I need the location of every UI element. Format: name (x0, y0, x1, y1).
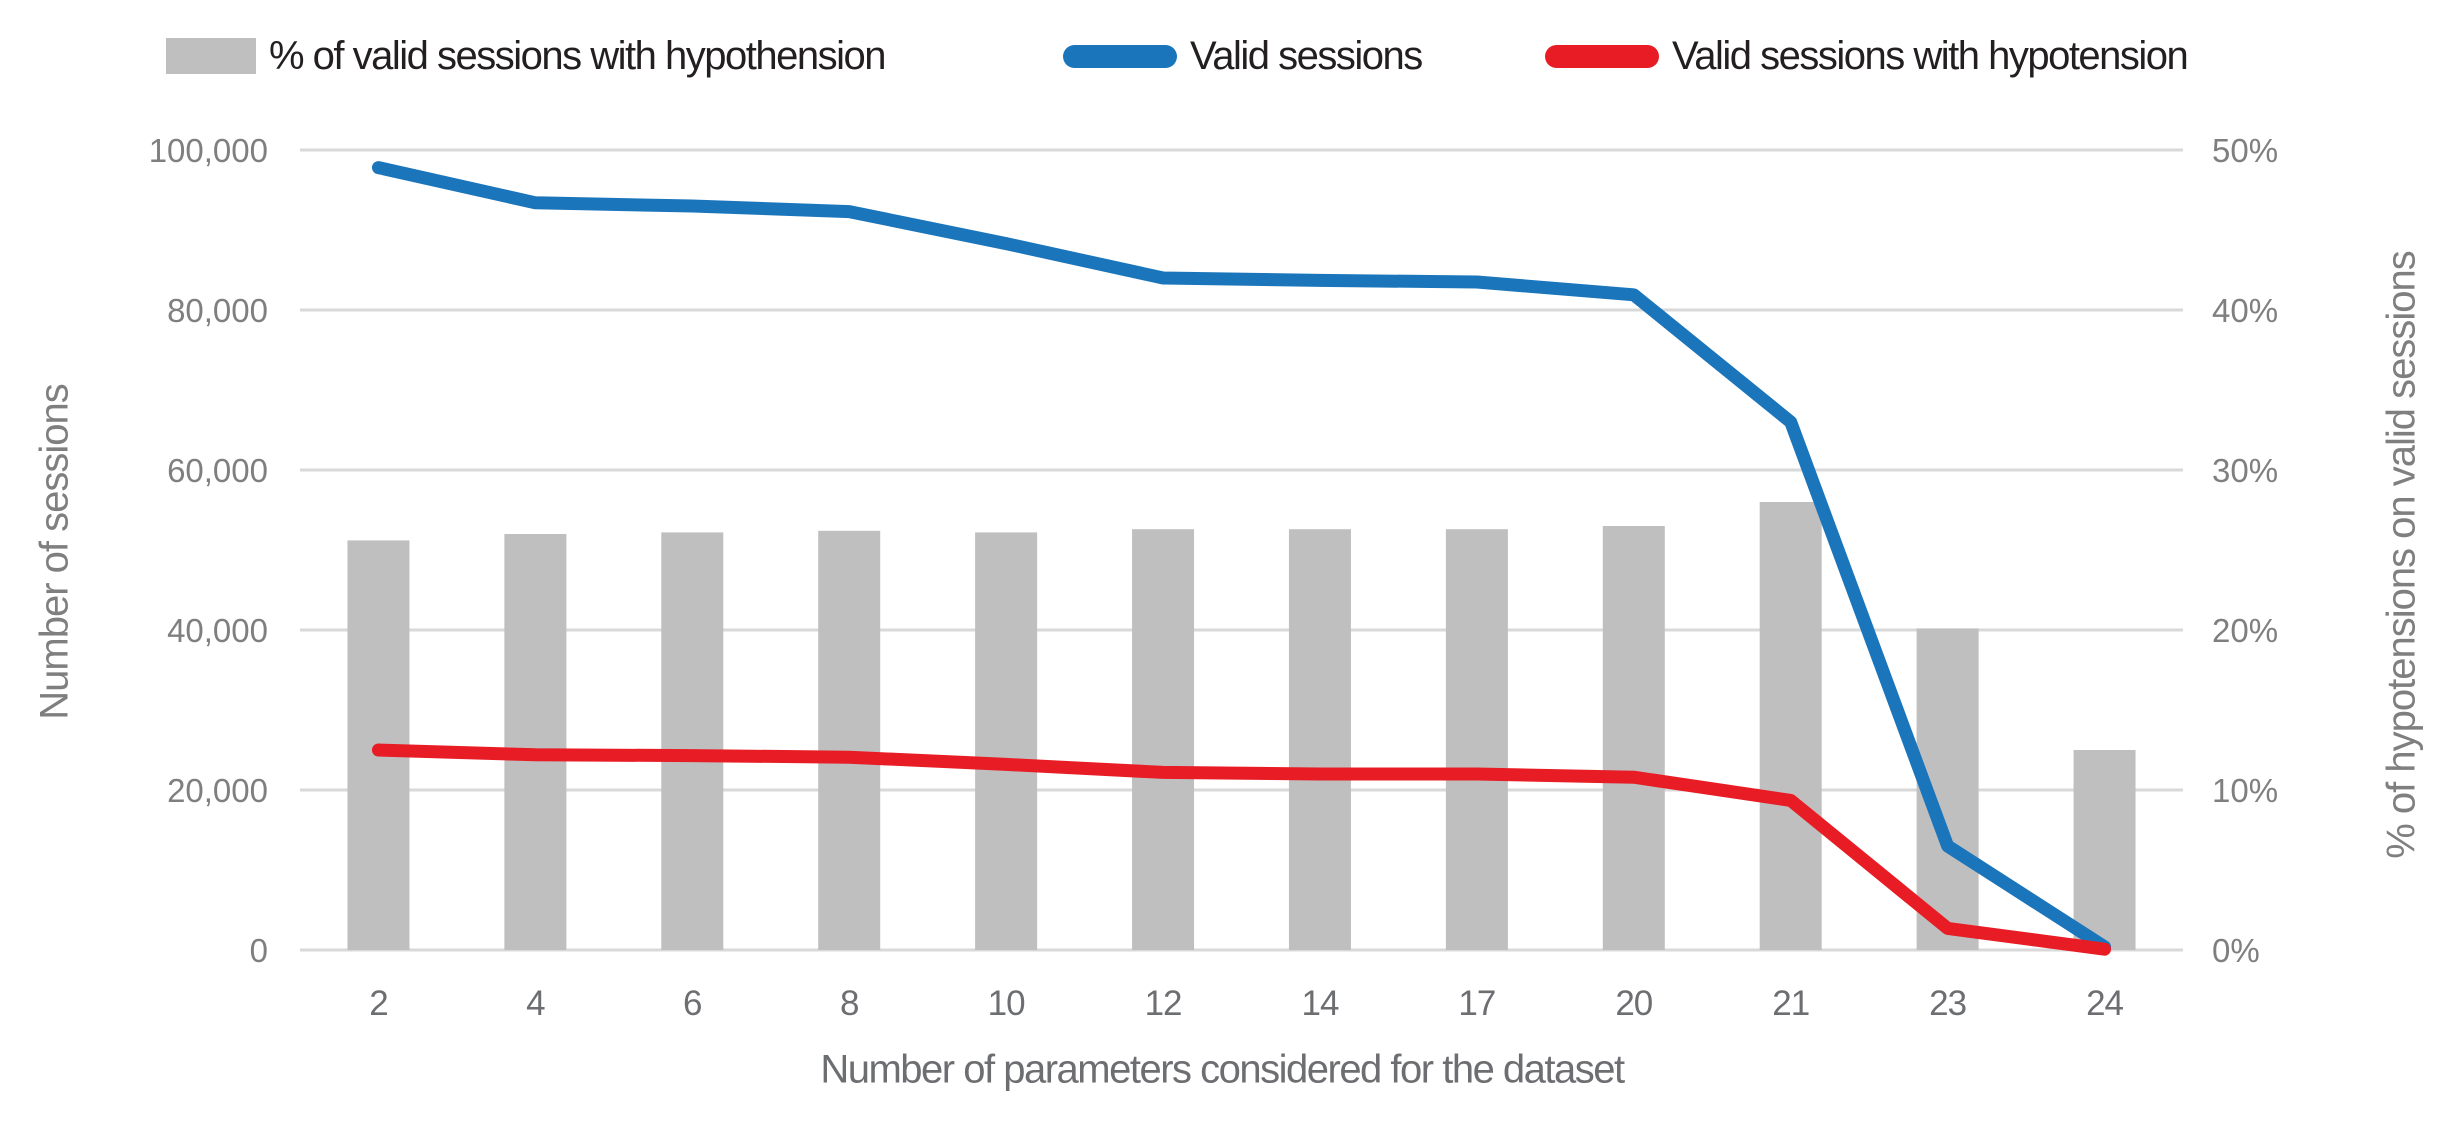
x-axis-tick-label: 10 (988, 984, 1025, 1023)
left-axis-tick-label: 20,000 (167, 772, 268, 809)
left-axis-tick-label: 40,000 (167, 612, 268, 649)
left-axis-tick-label: 60,000 (167, 452, 268, 489)
left-axis-tick-label: 0 (250, 932, 268, 969)
bar-swatch-icon (166, 38, 256, 74)
legend-item-valid-sessions: Valid sessions (1063, 33, 1423, 78)
x-axis-tick-label: 24 (2086, 984, 2123, 1023)
x-axis-tick-label: 14 (1301, 984, 1338, 1023)
x-axis-title: Number of parameters considered for the … (820, 1047, 1625, 1092)
x-axis-tick-label: 6 (683, 984, 701, 1023)
right-axis-tick-label: 30% (2212, 452, 2278, 489)
legend-label-valid-sessions: Valid sessions (1190, 33, 1423, 78)
valid-sessions-line (371, 161, 2112, 954)
percent-bar (504, 534, 567, 950)
percent-bar (1445, 529, 1508, 950)
right-axis-tick-label: 20% (2212, 612, 2278, 649)
x-axis-tick-label: 12 (1145, 984, 1182, 1023)
percent-bar (818, 530, 881, 950)
x-axis-tick-label: 23 (1929, 984, 1966, 1023)
right-axis-tick-label: 10% (2212, 772, 2278, 809)
percent-bar (661, 532, 724, 950)
x-axis-tick-label: 20 (1615, 984, 1652, 1023)
percent-bar (1602, 526, 1665, 950)
legend-label-percent-bars: % of valid sessions with hypothension (269, 33, 886, 78)
percent-bar (1132, 529, 1195, 950)
valid-sessions-with-hypotension-line (371, 743, 2112, 956)
x-axis-tick-label: 21 (1772, 984, 1809, 1023)
legend-label-valid-sessions-hypotension: Valid sessions with hypotension (1672, 33, 2189, 78)
x-axis-tick-label: 4 (526, 984, 545, 1023)
percent-bar (1288, 529, 1351, 950)
right-axis-tick-label: 40% (2212, 292, 2278, 329)
x-axis-tick-label: 17 (1458, 984, 1495, 1023)
legend-item-percent-bars: % of valid sessions with hypothension (166, 33, 886, 78)
x-axis-tick-label: 2 (369, 984, 387, 1023)
percent-bar (1759, 502, 1822, 950)
line-swatch-icon (1545, 44, 1659, 68)
right-axis-tick-label: 0% (2212, 932, 2260, 969)
left-axis-tick-label: 80,000 (167, 292, 268, 329)
x-axis-tick-label: 8 (840, 984, 858, 1023)
line-swatch-icon (1063, 44, 1177, 68)
percent-bar (2073, 750, 2136, 950)
legend-item-valid-sessions-hypotension: Valid sessions with hypotension (1545, 33, 2189, 78)
percent-bar (975, 532, 1038, 950)
right-axis-tick-label: 50% (2212, 132, 2278, 169)
left-axis-tick-label: 100,000 (149, 132, 268, 169)
